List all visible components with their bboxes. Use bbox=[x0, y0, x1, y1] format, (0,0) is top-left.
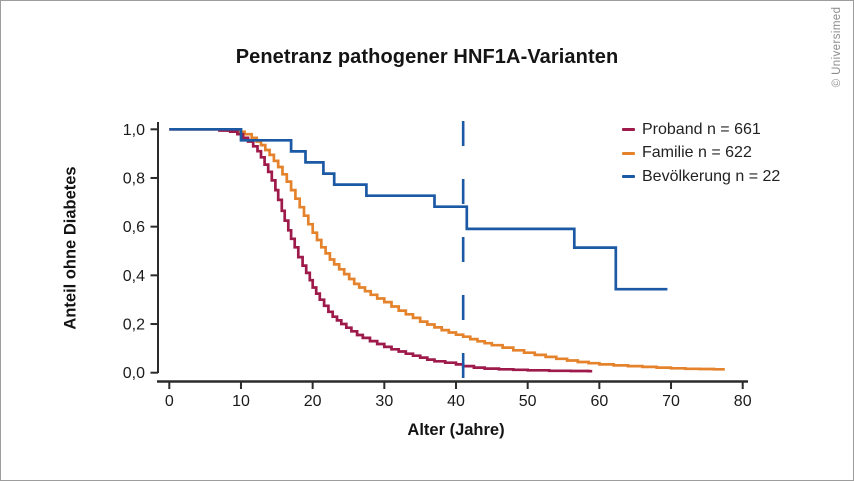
y-tick-label: 0,4 bbox=[123, 268, 145, 285]
legend-swatch-bevoelkerung bbox=[622, 175, 635, 179]
x-tick-label: 0 bbox=[165, 393, 174, 410]
x-axis-title: Alter (Jahre) bbox=[407, 421, 505, 439]
legend-label-familie: Familie n = 622 bbox=[642, 144, 752, 162]
y-tick-label: 0,2 bbox=[123, 317, 145, 334]
legend-label-bevoelkerung: Bevölkerung n = 22 bbox=[642, 167, 781, 185]
x-tick-label: 10 bbox=[232, 393, 250, 410]
x-tick-label: 50 bbox=[519, 393, 537, 410]
chart-title: Penetranz pathogener HNF1A-Varianten bbox=[235, 46, 619, 68]
curve-bevölkerung bbox=[169, 127, 668, 291]
legend-swatch-proband bbox=[622, 128, 635, 132]
x-tick-label: 40 bbox=[447, 393, 465, 410]
legend-label-proband: Proband n = 661 bbox=[642, 120, 761, 138]
legend-item-bevoelkerung: Bevölkerung n = 22 bbox=[622, 165, 780, 189]
legend-swatch-familie bbox=[622, 151, 635, 155]
x-tick-label: 30 bbox=[375, 393, 393, 410]
x-tick-label: 20 bbox=[304, 393, 322, 410]
x-tick-label: 60 bbox=[590, 393, 608, 410]
legend: Proband n = 661 Familie n = 622 Bevölker… bbox=[622, 118, 780, 189]
curve-proband bbox=[169, 127, 593, 373]
y-tick-label: 0,0 bbox=[123, 365, 145, 382]
legend-item-proband: Proband n = 661 bbox=[622, 118, 780, 142]
x-tick-label: 70 bbox=[662, 393, 680, 410]
y-tick-label: 0,6 bbox=[123, 219, 145, 236]
y-tick-label: 0,8 bbox=[123, 170, 145, 187]
y-tick-label: 1,0 bbox=[123, 122, 145, 139]
legend-item-familie: Familie n = 622 bbox=[622, 142, 780, 166]
x-tick-label: 80 bbox=[734, 393, 752, 410]
curve-familie bbox=[169, 127, 725, 371]
